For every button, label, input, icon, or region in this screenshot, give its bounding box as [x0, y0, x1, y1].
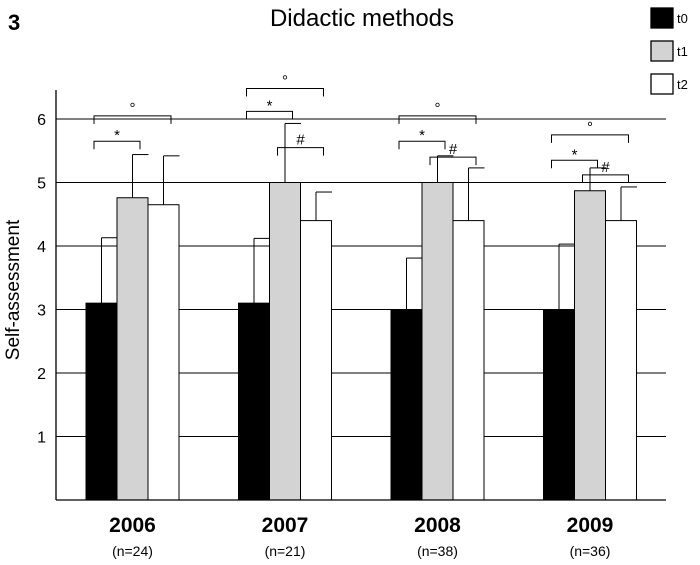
error-bars: [101, 122, 637, 310]
significance-bracket: [93, 140, 141, 150]
significance-bracket: [246, 88, 324, 97]
significance-bracket: [429, 156, 477, 166]
significance-bracket: [93, 115, 172, 124]
significance-bracket: [398, 115, 477, 124]
y-tick-label: 6: [37, 112, 46, 129]
x-category-label: 2008: [414, 514, 461, 537]
bar-t0-2009: [543, 309, 575, 501]
x-sample-size-label: (n=21): [265, 543, 306, 559]
y-tick-label: 5: [37, 176, 46, 193]
legend: t0 t1 t2: [650, 7, 688, 95]
significance-bracket: [398, 140, 446, 150]
significance-symbol: *: [114, 127, 120, 144]
y-tick-label: 2: [37, 366, 46, 383]
y-tick-label: 1: [37, 430, 46, 447]
bar-t2-2009: [605, 220, 637, 501]
bar-t2-2007: [300, 220, 332, 501]
significance-bracket: [551, 159, 598, 169]
significance-symbol: #: [601, 159, 610, 176]
bar-t0-2006: [85, 302, 118, 501]
legend-label-t0: t0: [677, 11, 688, 26]
panel-label: 3: [8, 10, 20, 35]
significance-symbol: °: [282, 73, 288, 90]
significance-bracket: [277, 147, 324, 156]
legend-swatch-t2: [650, 73, 674, 95]
x-category-label: 2007: [262, 514, 309, 537]
bar-t1-2009: [574, 190, 606, 501]
bar-t2-2006: [147, 204, 180, 501]
significance-symbol: °: [130, 100, 136, 117]
significance-bracket: [246, 110, 293, 120]
bar-t1-2006: [116, 197, 149, 501]
significance-symbol: *: [419, 127, 425, 144]
x-category-label: 2009: [567, 514, 614, 537]
x-sample-size-label: (n=24): [112, 543, 153, 559]
x-category-label: 2006: [109, 514, 156, 537]
bar-t0-2008: [390, 309, 423, 501]
significance-symbol: #: [296, 132, 305, 149]
legend-label-t1: t1: [677, 44, 688, 59]
legend-swatch-t1: [650, 40, 674, 62]
significance-symbol: °: [435, 100, 441, 117]
y-axis-label: Self-assessment: [3, 219, 24, 360]
bar-t0-2007: [238, 302, 270, 501]
bar-t1-2007: [269, 182, 301, 501]
chart-title: Didactic methods: [270, 5, 454, 32]
y-tick-label: 4: [37, 239, 46, 256]
significance-symbol: #: [449, 141, 458, 158]
y-axis-ticks: 1 2 3 4 5 6: [37, 112, 46, 447]
y-tick-label: 3: [37, 303, 46, 320]
bar-t2-2008: [452, 220, 485, 501]
significance-bracket: [551, 134, 629, 143]
significance-symbol: *: [267, 97, 273, 114]
bar-t1-2008: [421, 182, 454, 501]
significance-symbol: °: [587, 119, 593, 136]
x-axis-labels: 2006 (n=24) 2007 (n=21) 2008 (n=38) 2009 (n=36): [109, 514, 613, 559]
legend-swatch-t0: [650, 7, 674, 29]
x-sample-size-label: (n=38): [417, 543, 458, 559]
significance-bracket: [582, 174, 629, 183]
significance-symbol: *: [572, 146, 578, 163]
legend-label-t2: t2: [677, 77, 688, 92]
x-sample-size-label: (n=36): [570, 543, 611, 559]
bars: [85, 182, 637, 501]
significance-brackets: * ° * ° # * ° # * ° #: [93, 73, 629, 183]
